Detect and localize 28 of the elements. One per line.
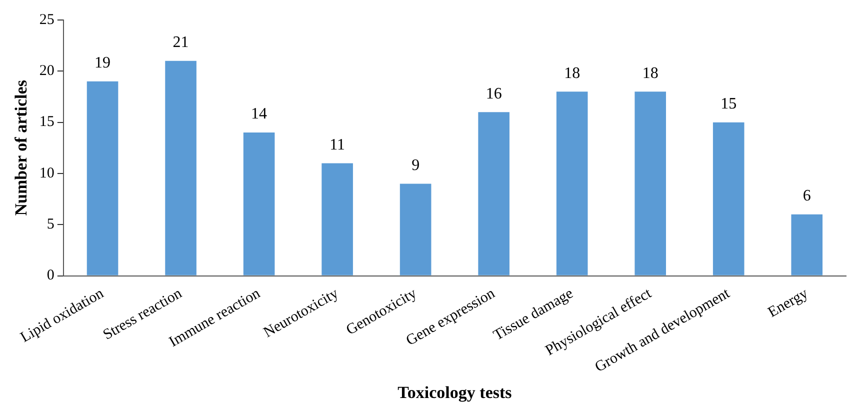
data-label: 11 <box>330 136 346 154</box>
bar <box>634 92 666 276</box>
data-label: 18 <box>642 64 658 82</box>
data-label: 14 <box>251 106 268 123</box>
y-tick-label: 10 <box>39 165 54 182</box>
data-label: 19 <box>94 54 111 72</box>
x-axis-title: Toxicology tests <box>398 383 512 402</box>
bar <box>165 60 196 276</box>
y-tick-label: 15 <box>39 114 54 130</box>
data-label: 21 <box>172 34 189 52</box>
y-tick-label: 0 <box>46 268 54 284</box>
y-tick-label: 5 <box>46 216 54 233</box>
y-tick-label: 25 <box>39 12 54 28</box>
bar <box>322 163 353 276</box>
bar <box>791 214 823 276</box>
data-label: 6 <box>802 188 811 205</box>
y-tick-label: 20 <box>39 63 54 80</box>
data-label: 16 <box>486 85 502 102</box>
bar <box>478 112 510 276</box>
y-axis-title: Number of articles <box>12 80 31 216</box>
data-label: 15 <box>720 96 737 113</box>
data-label: 18 <box>564 64 580 82</box>
bar <box>86 81 118 276</box>
data-label: 9 <box>412 156 420 174</box>
bar <box>556 92 588 276</box>
bar <box>712 122 744 276</box>
bar <box>243 132 275 276</box>
bar <box>400 184 432 276</box>
